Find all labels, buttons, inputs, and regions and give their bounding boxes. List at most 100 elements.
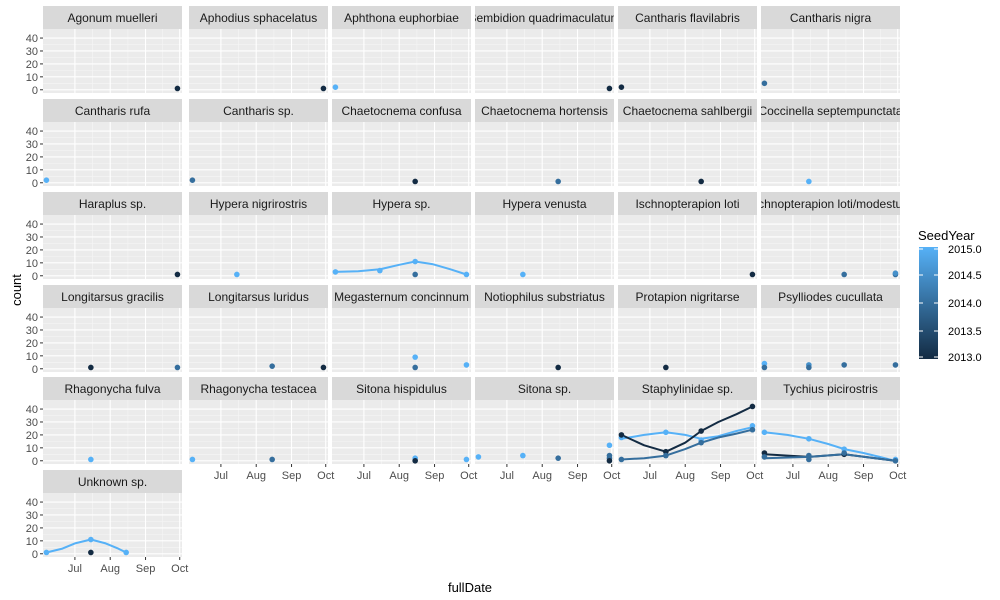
- data-point: [698, 439, 704, 446]
- facet-panel: Aphthona euphorbiae: [332, 6, 471, 93]
- facet-strip: [475, 377, 614, 400]
- facet-panel: Bembidion quadrimaculatum: [475, 6, 614, 93]
- facet-strip: [618, 6, 757, 29]
- data-point: [43, 177, 50, 183]
- facet-panel: Notiophilus substriatus: [475, 285, 614, 372]
- facet-strip: [475, 285, 614, 308]
- data-point: [555, 455, 561, 461]
- facet-plot-area: [189, 215, 328, 279]
- x-tick-label: Jul: [643, 470, 657, 482]
- series-trend-line: [764, 431, 896, 462]
- data-point: [606, 442, 613, 449]
- data-point: [412, 354, 418, 360]
- x-tick-label: Oct: [603, 470, 620, 482]
- facet-plot-area: [189, 400, 328, 464]
- facet-strip: [43, 6, 182, 29]
- y-tick-label: 20: [26, 245, 38, 257]
- facet-strip: [618, 377, 757, 400]
- facet-panel: Tychius picirostris Jul Aug Sep Oct: [761, 377, 906, 482]
- data-point: [606, 85, 613, 92]
- facet-strip: [761, 6, 900, 29]
- data-point: [320, 85, 327, 92]
- data-point: [234, 271, 240, 278]
- facet-plot-area: [618, 215, 757, 279]
- y-tick-label: 30: [26, 510, 38, 522]
- data-point: [412, 258, 418, 265]
- facet-panel: Cantharis nigra: [761, 6, 900, 93]
- facet-plot-area: [761, 308, 900, 372]
- facet-strip: [189, 192, 328, 215]
- facet-plot-area: [189, 122, 328, 186]
- y-tick-label: 40: [26, 404, 38, 416]
- x-tick-label: Oct: [171, 563, 188, 575]
- legend-label: 2013.0: [948, 352, 982, 364]
- facet-plot-area: [475, 308, 614, 372]
- data-point: [749, 426, 756, 433]
- facet-plot-area: [43, 400, 182, 464]
- facet-plot-area: [761, 215, 900, 279]
- facet-strip: [618, 285, 757, 308]
- series-trend-line: [620, 405, 753, 453]
- series-trend-line: [764, 453, 896, 462]
- facet-strip: [618, 99, 757, 122]
- facet-plot-area: [618, 29, 757, 93]
- facet-plot-area: [618, 122, 757, 186]
- legend-label: 2015.0: [948, 244, 982, 256]
- legend-colorbar: [919, 247, 938, 359]
- y-tick-label: 30: [26, 46, 38, 58]
- data-point: [761, 364, 768, 371]
- data-point: [463, 271, 470, 278]
- x-tick-label: Aug: [818, 470, 838, 482]
- facet-strip: [43, 99, 182, 122]
- facet-panel: Sitona hispidulus Jul Aug Sep Oct: [332, 377, 477, 482]
- y-tick-label: 10: [26, 72, 38, 84]
- facet-panel: Megasternum concinnum: [332, 285, 471, 372]
- y-tick-label: 20: [26, 430, 38, 442]
- legend: SeedYear 2015.0 2014.5 2014.0 2013.5 2013.0: [918, 228, 982, 364]
- data-point: [618, 432, 625, 438]
- data-point: [806, 178, 812, 185]
- facet-plot-area: [475, 29, 614, 93]
- series-trend-line: [621, 428, 753, 461]
- y-tick-label: 0: [32, 456, 38, 468]
- x-tick-label: Jul: [357, 470, 371, 482]
- facet-strip: [189, 285, 328, 308]
- data-point: [269, 456, 275, 463]
- facet-plot-area: [761, 400, 900, 464]
- facet-strip: [43, 285, 182, 308]
- y-tick-label: 30: [26, 139, 38, 151]
- facet-strip: [43, 192, 182, 215]
- y-tick-label: 20: [26, 523, 38, 535]
- x-tick-label: Jul: [786, 470, 800, 482]
- facet-title: Chaetocnema sahlbergii: [623, 104, 752, 118]
- data-point: [174, 85, 181, 92]
- y-tick-label: 20: [26, 338, 38, 350]
- data-point: [761, 454, 768, 460]
- y-axis-title: count: [9, 274, 24, 306]
- facet-title: Unknown sp.: [78, 475, 147, 489]
- facet-plot-area: [332, 122, 471, 186]
- facet-panel: Sitona sp. Jul Aug Sep Oct: [475, 377, 620, 482]
- data-point: [475, 454, 482, 460]
- facet-plot-area: [189, 308, 328, 372]
- data-point: [88, 549, 94, 556]
- x-tick-label: Sep: [136, 563, 156, 575]
- data-point: [377, 267, 383, 274]
- data-point: [520, 452, 526, 459]
- facet-plot-area: [618, 308, 757, 372]
- facet-plot-area: [761, 29, 900, 93]
- x-tick-label: Jul: [500, 470, 514, 482]
- data-point: [189, 177, 196, 183]
- y-tick-label: 40: [26, 219, 38, 231]
- y-tick-label: 0: [32, 271, 38, 283]
- data-point: [520, 271, 526, 278]
- data-point: [698, 178, 704, 185]
- x-tick-label: Aug: [532, 470, 552, 482]
- data-point: [841, 446, 847, 452]
- y-tick-label: 30: [26, 417, 38, 429]
- facet-strip: [189, 377, 328, 400]
- data-point: [806, 364, 812, 371]
- facet-panel: Chaetocnema confusa: [332, 99, 471, 186]
